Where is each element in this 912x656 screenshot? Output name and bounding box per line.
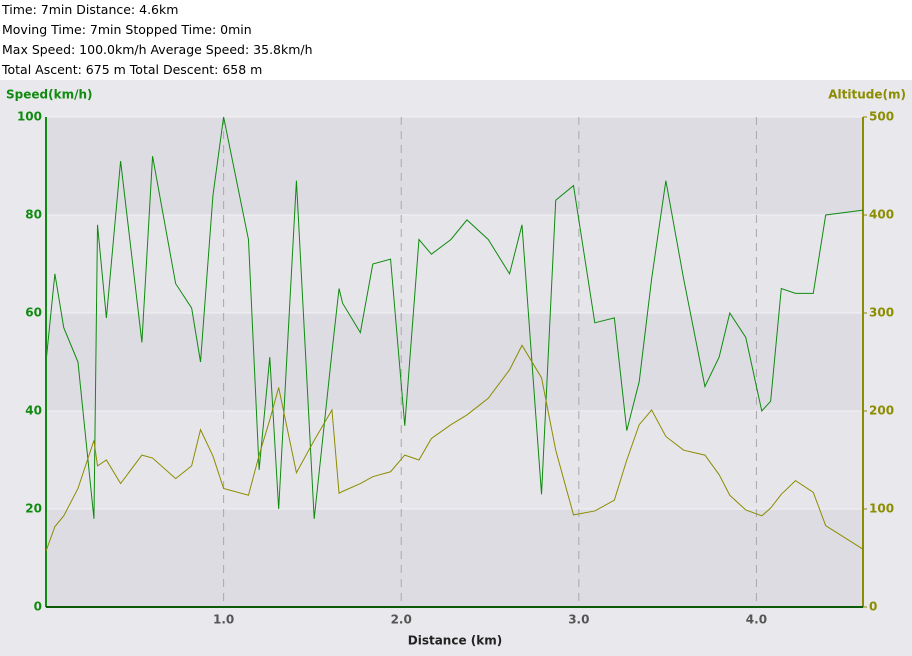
grid-band (46, 215, 863, 313)
y-tick-label: 40 (25, 404, 42, 418)
grid-band (46, 117, 863, 215)
stat-line: Max Speed: 100.0km/h Average Speed: 35.8… (2, 42, 313, 57)
stat-line: Moving Time: 7min Stopped Time: 0min (2, 22, 252, 37)
x-tick-label: 4.0 (746, 613, 767, 627)
grid-band (46, 313, 863, 411)
series-line (45, 344, 864, 552)
y2-tick-label: 500 (869, 110, 894, 124)
stats-panel: Time: 7min Distance: 4.6km Moving Time: 7… (2, 0, 313, 80)
y2-tick-label: 100 (869, 502, 894, 516)
x-axis-title: Distance (km) (408, 634, 502, 648)
series-line (45, 116, 864, 519)
x-tick-label: 2.0 (391, 613, 412, 627)
x-tick-label: 3.0 (568, 613, 589, 627)
stat-line: Total Ascent: 675 m Total Descent: 658 m (2, 62, 263, 77)
y2-tick-label: 300 (869, 306, 894, 320)
y-tick-label: 60 (25, 306, 42, 320)
grid-band (46, 509, 863, 607)
y2-tick-label: 400 (869, 208, 894, 222)
y-tick-label: 0 (34, 600, 42, 614)
y-tick-label: 100 (17, 110, 42, 124)
y2-axis-title: Altitude(m) (828, 88, 906, 102)
y-tick-label: 20 (25, 502, 42, 516)
y2-tick-label: 200 (869, 404, 894, 418)
grid-band (46, 411, 863, 509)
y-axis-title: Speed(km/h) (6, 88, 92, 102)
x-tick-label: 1.0 (213, 613, 234, 627)
y-tick-label: 80 (25, 208, 42, 222)
y2-tick-label: 0 (869, 600, 877, 614)
stat-line: Time: 7min Distance: 4.6km (2, 2, 179, 17)
